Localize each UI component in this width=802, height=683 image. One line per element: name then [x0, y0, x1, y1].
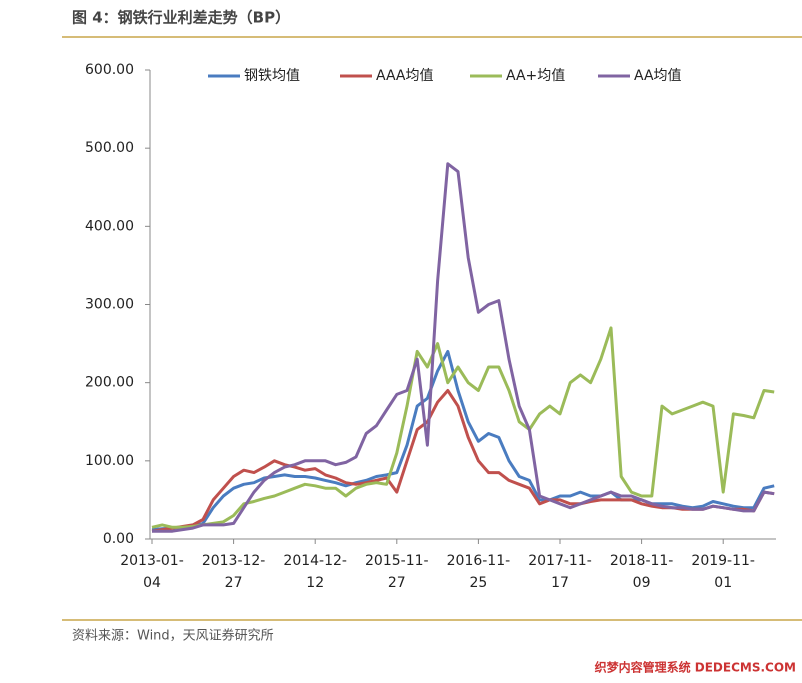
- watermark: 织梦内容管理系统 DEDECMS.COM: [595, 660, 796, 675]
- legend-label: AA均值: [634, 68, 682, 84]
- x-tick-label: 2019-11-01: [691, 553, 755, 591]
- chart-title: 图 4：钢铁行业利差走势（BP）: [72, 9, 290, 27]
- source-note: 资料来源：Wind，天风证券研究所: [72, 628, 274, 644]
- x-tick-label: 2018-11-09: [610, 553, 674, 591]
- legend-label: 钢铁均值: [244, 68, 300, 84]
- legend-label: AAA均值: [376, 68, 434, 84]
- series-line: [151, 349, 775, 532]
- y-tick-label: 200.00: [85, 375, 134, 391]
- x-tick-label: 2013-12-27: [202, 553, 266, 591]
- y-tick-label: 300.00: [85, 297, 134, 313]
- legend-label: AA+均值: [506, 68, 565, 84]
- x-tick-label: 2015-11-27: [365, 553, 429, 591]
- x-tick-label: 2014-12-12: [283, 553, 347, 591]
- y-tick-label: 100.00: [85, 453, 134, 469]
- x-tick-label: 2013-01-04: [120, 553, 184, 591]
- y-tick-label: 400.00: [85, 218, 134, 234]
- series-line: [152, 162, 775, 533]
- y-tick-label: 500.00: [85, 140, 134, 156]
- x-tick-label: 2017-11-17: [528, 553, 592, 591]
- x-tick-label: 2016-11-25: [447, 553, 511, 591]
- y-tick-label: 600.00: [85, 62, 134, 78]
- y-tick-label: 0.00: [103, 531, 134, 547]
- series-line: [151, 326, 775, 529]
